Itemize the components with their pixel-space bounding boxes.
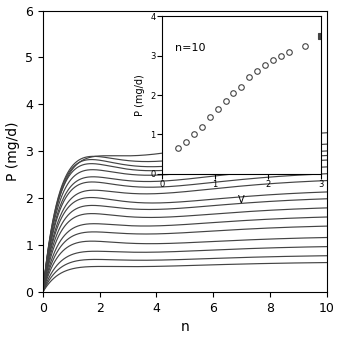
Y-axis label: P (mg/d): P (mg/d) bbox=[5, 122, 20, 181]
X-axis label: n: n bbox=[180, 320, 189, 335]
